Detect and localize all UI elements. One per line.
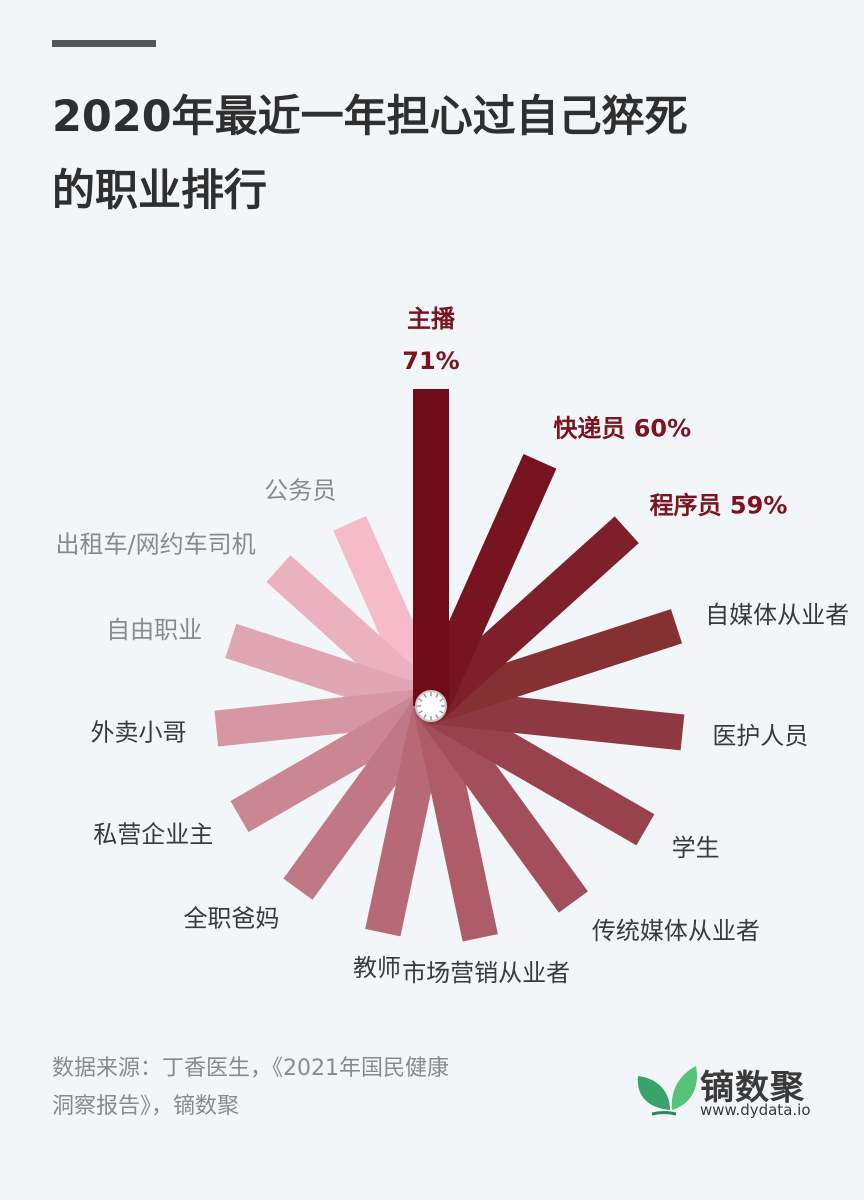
category-label-1: 快递员 60% <box>553 414 691 442</box>
value-label-0: 71% <box>402 347 459 375</box>
source-line-1: 数据来源：丁香医生，《2021年国民健康 <box>52 1056 449 1081</box>
bar-3 <box>425 609 683 724</box>
bar-7 <box>413 702 498 942</box>
category-label-4: 医护人员 <box>712 722 808 750</box>
page-title: 2020年最近一年担心过自己猝死 的职业排行 <box>52 80 832 228</box>
category-label-12: 自由职业 <box>106 616 202 644</box>
category-label-6: 传统媒体从业者 <box>592 917 760 945</box>
bar-1 <box>414 453 557 714</box>
source-line-2: 洞察报告》，镝数聚 <box>52 1094 240 1119</box>
logo-name: 镝数聚 <box>700 1068 805 1108</box>
bar-10 <box>230 690 440 833</box>
bar-6 <box>416 695 588 913</box>
title-accent-bar <box>52 40 156 47</box>
bar-0 <box>413 389 449 706</box>
category-label-10: 私营企业主 <box>93 821 213 849</box>
category-label-14: 公务员 <box>264 476 336 504</box>
category-label-0: 主播 <box>407 305 456 333</box>
data-source: 数据来源：丁香医生，《2021年国民健康 洞察报告》，镝数聚 <box>52 1050 592 1126</box>
title-line-1: 2020年最近一年担心过自己猝死 <box>52 92 688 142</box>
logo-url: www.dydata.io <box>700 1101 811 1119</box>
clock-dial-icon <box>415 690 447 722</box>
bar-11 <box>214 688 433 747</box>
title-line-2: 的职业排行 <box>52 166 267 216</box>
category-label-9: 全职爸妈 <box>183 904 279 932</box>
dydata-leaf-icon <box>637 1066 697 1116</box>
bar-2 <box>418 516 639 720</box>
category-label-5: 学生 <box>672 834 720 862</box>
category-label-11: 外卖小哥 <box>90 718 186 746</box>
category-label-8: 教师 <box>353 954 401 982</box>
category-label-2: 程序员 59% <box>650 492 788 520</box>
category-label-3: 自媒体从业者 <box>705 601 849 629</box>
category-label-13: 出租车/网约车司机 <box>56 531 256 559</box>
category-label-7: 市场营销从业者 <box>402 959 570 987</box>
radial-bar-chart: 主播 71% 快递员 60% 程序员 59% 自媒体从业者医护人员学生传统媒体从业者市场… <box>56 305 850 987</box>
